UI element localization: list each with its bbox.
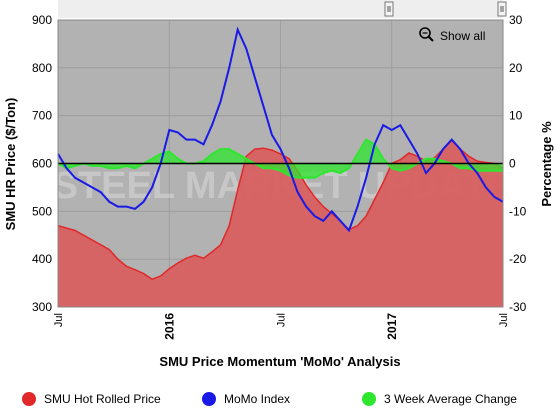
y-right-tick-label: 0 — [509, 157, 516, 171]
x-tick-label: 2016 — [162, 313, 176, 340]
legend-label: 3 Week Average Change — [384, 392, 517, 406]
chart-title: SMU Price Momentum 'MoMo' Analysis — [159, 354, 400, 369]
show-all-label[interactable]: Show all — [440, 29, 485, 43]
y-axis-right-title: Percentage % — [539, 121, 554, 207]
y-left-tick-label: 900 — [32, 13, 52, 27]
x-axis-ticks: Jul 2016 Jul 2017 Jul — [53, 313, 510, 340]
x-tick-label: Jul — [276, 313, 288, 327]
legend-label: SMU Hot Rolled Price — [44, 392, 161, 406]
navigator-handle-left[interactable] — [384, 1, 394, 17]
series-three-week-line — [57, 138, 503, 179]
navigator-bar — [58, 0, 507, 18]
legend-marker — [362, 392, 376, 406]
legend-item[interactable]: MoMo Index — [202, 392, 290, 406]
legend-label: MoMo Index — [224, 392, 290, 406]
y-right-tick-label: -20 — [509, 252, 527, 266]
y-right-tick-label: 30 — [509, 13, 523, 27]
legend: SMU Hot Rolled Price MoMo Index 3 Week Ave… — [22, 392, 517, 406]
navigator-track — [58, 0, 503, 18]
legend-item[interactable]: SMU Hot Rolled Price — [22, 392, 161, 406]
y-axis-right-ticks: -30 -20 -10 0 10 20 30 — [509, 13, 527, 314]
show-all-button[interactable]: Show all — [419, 27, 485, 43]
y-left-tick-label: 500 — [32, 204, 52, 218]
plot-border — [57, 19, 504, 308]
legend-item[interactable]: 3 Week Average Change — [362, 392, 517, 406]
y-axis-left-ticks: 300 400 500 600 700 800 900 — [32, 13, 52, 314]
series-layer — [57, 26, 504, 307]
series-price-area — [58, 140, 503, 307]
y-axis-left-title: SMU HR Price ($/Ton) — [3, 98, 18, 231]
y-left-tick-label: 400 — [32, 252, 52, 266]
magnifier-icon — [419, 27, 434, 42]
y-right-tick-label: 10 — [509, 109, 523, 123]
y-right-tick-label: 20 — [509, 61, 523, 75]
navigator-handle-right[interactable] — [497, 1, 507, 17]
y-right-tick-label: -30 — [509, 300, 527, 314]
y-right-tick-label: -10 — [509, 204, 527, 218]
y-left-tick-label: 300 — [32, 300, 52, 314]
x-tick-label: Jul — [53, 313, 65, 327]
y-left-tick-label: 600 — [32, 157, 52, 171]
y-left-tick-label: 800 — [32, 61, 52, 75]
y-left-tick-label: 700 — [32, 109, 52, 123]
x-tick-label: 2017 — [385, 313, 399, 340]
legend-marker — [22, 392, 36, 406]
legend-marker — [202, 392, 216, 406]
x-tick-label: Jul — [498, 313, 510, 327]
series-momo-line — [57, 26, 504, 233]
